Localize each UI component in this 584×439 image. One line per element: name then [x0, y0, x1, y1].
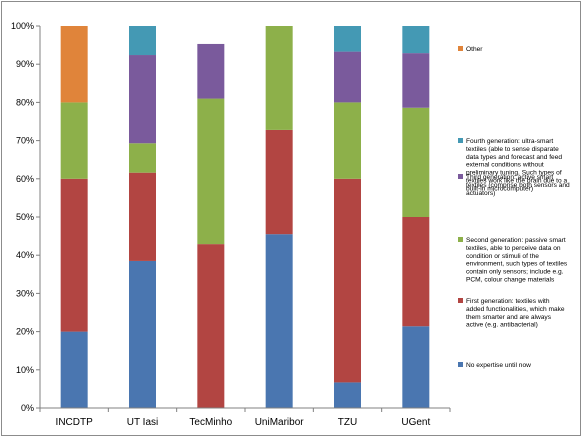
legend-label: preliminary tuning. Such types of [466, 170, 562, 177]
legend-label: Second generation: passive smart [466, 237, 566, 244]
y-tick-label: 30% [16, 288, 34, 298]
legend-label: them smarter and are always [466, 314, 552, 321]
category-label: UT Iasi [127, 417, 159, 428]
bar-segment [334, 26, 361, 52]
y-tick-label: 0% [21, 403, 34, 413]
bar-segment [129, 172, 156, 261]
y-tick-label: 20% [16, 327, 34, 337]
legend-label: First generation: textiles with [466, 298, 550, 305]
bar-segment [129, 143, 156, 173]
bar-segment [265, 234, 293, 408]
bar-segment [265, 129, 293, 235]
legend-label: PCM, colour change materials [466, 277, 555, 284]
bar-segment [197, 43, 225, 99]
bar-segment [334, 178, 361, 383]
legend-swatch [458, 298, 463, 303]
y-tick-label: 70% [16, 136, 34, 146]
legend-swatch [458, 237, 463, 242]
bar-segment [129, 260, 156, 408]
bar-segment [60, 178, 88, 332]
legend-label: textiles, able to perceive data on [466, 245, 561, 252]
legend-swatch [458, 138, 463, 143]
bar-segment [334, 102, 361, 179]
y-tick-label: 40% [16, 250, 34, 260]
legend-label: Third generation: active smart [466, 174, 553, 181]
legend-label: Other [466, 46, 483, 53]
y-tick-label: 10% [16, 365, 34, 375]
category-label: UniMaribor [255, 417, 305, 428]
legend-label: added functionalities, which make [466, 306, 565, 313]
bar-segment [265, 26, 293, 130]
category-label: INCDTP [56, 417, 94, 428]
legend-label: condition or stimuli of the [466, 253, 539, 260]
category-label: TZU [338, 417, 357, 428]
y-tick-label: 50% [16, 212, 34, 222]
legend-swatch [458, 174, 463, 179]
legend-label: textiles (able to sense disparate [466, 146, 559, 153]
bar-segment [60, 102, 88, 179]
bar-segment [60, 26, 88, 103]
legend-label: Fourth generation: ultra-smart [466, 138, 553, 145]
legend-swatch [458, 46, 463, 51]
legend-label: environment, such types of textiles [466, 261, 568, 268]
legend-swatch [458, 362, 463, 367]
legend-label: actuators) [466, 190, 495, 197]
y-tick-label: 90% [16, 59, 34, 69]
category-label: UGent [401, 417, 430, 428]
y-tick-label: 80% [16, 97, 34, 107]
y-tick-label: 100% [11, 21, 34, 31]
legend-label: textiles (comprise both sensors and [466, 182, 570, 189]
bar-segment [197, 98, 225, 245]
bar-segment [334, 51, 361, 103]
bar-segment [129, 26, 156, 56]
y-tick-label: 60% [16, 174, 34, 184]
bar-segment [197, 244, 225, 408]
legend-label: active (e.g. antibacterial) [466, 322, 538, 329]
legend-label: contain only sensors; include e.g. [466, 269, 564, 276]
legend-label: data types and forecast and feed [466, 154, 562, 161]
bar-segment [402, 53, 430, 108]
bar-segment [60, 331, 88, 408]
legend-label: textiles work like the brain due to a [466, 178, 567, 185]
category-label: TecMinho [189, 417, 232, 428]
bar-segment [129, 55, 156, 144]
bar-segment [402, 26, 430, 54]
bar-segment [402, 217, 430, 327]
legend-label: No expertise until now [466, 362, 531, 369]
bar-segment [334, 382, 361, 408]
bar-segment [402, 107, 430, 217]
legend-label: external conditions without [466, 162, 544, 169]
bar-segment [402, 326, 430, 408]
legend-label: built-in microcomputer) [466, 185, 533, 192]
